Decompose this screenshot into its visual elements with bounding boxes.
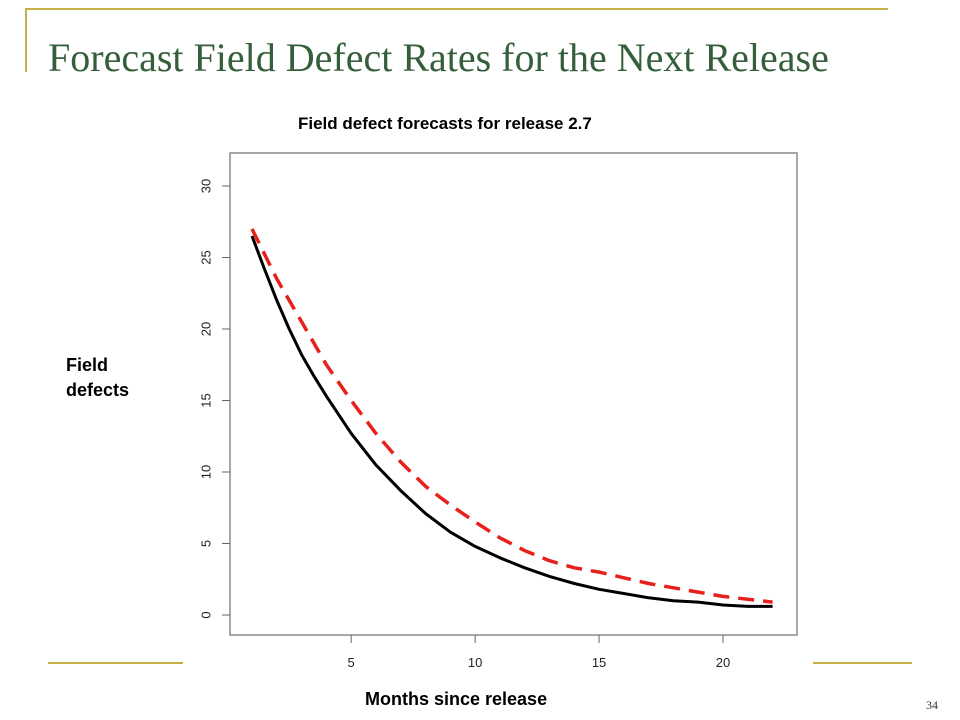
y-tick-label: 20	[199, 322, 214, 336]
x-axis-label: Months since release	[365, 689, 548, 709]
x-tick-label: 15	[592, 655, 606, 670]
left-decorative-rule	[25, 8, 27, 72]
y-axis-label: Field defects	[66, 355, 130, 400]
x-tick-label: 5	[348, 655, 355, 670]
y-tick-label: 5	[199, 540, 214, 547]
y-tick-label: 15	[199, 393, 214, 407]
x-tick-label: 20	[716, 655, 730, 670]
plot-frame	[229, 152, 798, 636]
series-layer	[250, 228, 773, 608]
y-tick-label: 30	[199, 179, 214, 193]
x-tick-label: 10	[468, 655, 482, 670]
y-tick-label: 25	[199, 250, 214, 264]
bottom-right-decorative-rule	[813, 662, 912, 664]
top-decorative-rule	[25, 8, 888, 10]
slide-title: Forecast Field Defect Rates for the Next…	[48, 35, 829, 80]
y-axis: 0 5 10 15 20 25 30	[199, 179, 230, 619]
chart-title: Field defect forecasts for release 2.7	[298, 114, 592, 133]
page-number: 34	[926, 698, 938, 712]
forecast-series-dashed-line	[250, 228, 773, 604]
forecast-series-solid-line	[250, 235, 773, 608]
y-tick-label: 10	[199, 465, 214, 479]
y-tick-label: 0	[199, 611, 214, 618]
x-axis: 5 10 15 20	[348, 635, 730, 670]
bottom-left-decorative-rule	[48, 662, 183, 664]
